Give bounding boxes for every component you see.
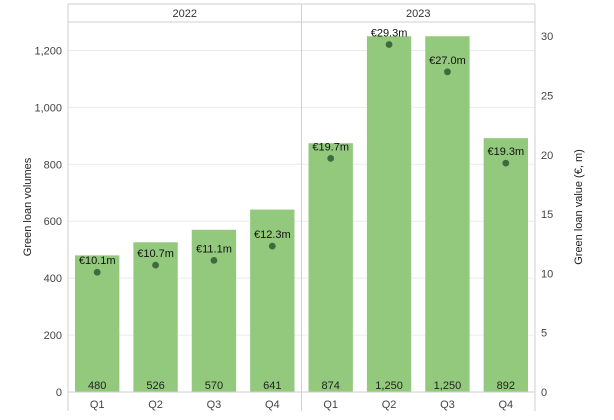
y2-tick-label: 25 bbox=[541, 91, 553, 103]
x-tick-label: Q4 bbox=[498, 399, 513, 411]
bar bbox=[191, 229, 237, 392]
bar-value-label: 874 bbox=[322, 380, 340, 392]
frame bbox=[67, 3, 536, 411]
value-point bbox=[444, 68, 451, 76]
x-tick-label: Q3 bbox=[207, 399, 222, 411]
point-value-label: €29.3m bbox=[371, 28, 408, 40]
year-group-label: 2022 bbox=[173, 8, 197, 20]
point-value-label: €12.3m bbox=[254, 229, 291, 241]
value-point bbox=[152, 261, 159, 269]
y2-tick-label: 5 bbox=[541, 328, 547, 340]
y-axis-title: Green loan volumes bbox=[22, 157, 34, 256]
y2-tick-label: 10 bbox=[541, 268, 553, 280]
point-value-label: €19.3m bbox=[487, 146, 524, 158]
bar bbox=[75, 255, 120, 392]
point-value-label: €11.1m bbox=[196, 243, 232, 255]
bar bbox=[425, 36, 470, 392]
bar-value-label: 570 bbox=[205, 380, 223, 392]
value-point bbox=[502, 159, 510, 167]
bar-value-label: 1,250 bbox=[375, 380, 403, 392]
bar-value-label: 480 bbox=[88, 380, 106, 392]
x-tick-label: Q3 bbox=[440, 399, 455, 411]
value-point bbox=[93, 268, 101, 276]
y2-tick-label: 20 bbox=[541, 150, 553, 162]
y-tick-label: 400 bbox=[44, 273, 62, 285]
y-tick-label: 800 bbox=[44, 159, 62, 171]
value-point bbox=[385, 41, 393, 48]
y-tick-label: 1,000 bbox=[34, 102, 62, 114]
y2-tick-label: 30 bbox=[541, 31, 553, 43]
x-tick-label: Q1 bbox=[323, 399, 338, 411]
y-tick-label: 1,200 bbox=[34, 45, 62, 57]
y2-tick-label: 15 bbox=[541, 209, 553, 221]
bar bbox=[483, 138, 528, 392]
value-point bbox=[327, 154, 335, 162]
x-tick-label: Q2 bbox=[148, 399, 163, 411]
labels: 0 200 400 600 800 1,000 1,200 0 5 10 15 20 25 30 480 Q1… bbox=[34, 8, 553, 411]
value-point bbox=[210, 256, 218, 264]
bar bbox=[308, 143, 353, 392]
y-tick-label: 0 bbox=[56, 387, 62, 399]
y2-axis-title: Green loan value (€, m) bbox=[573, 149, 585, 265]
bar-value-label: 1,250 bbox=[434, 380, 462, 392]
point-value-label: €19.7m bbox=[312, 141, 349, 153]
point-value-label: €27.0m bbox=[429, 55, 466, 67]
bar-value-label: 526 bbox=[146, 380, 164, 392]
x-tick-label: Q1 bbox=[90, 399, 105, 411]
point-value-label: €10.7m bbox=[137, 248, 174, 260]
value-point bbox=[268, 242, 276, 250]
y-tick-label: 200 bbox=[44, 330, 62, 342]
bar bbox=[366, 36, 412, 392]
y-tick-label: 600 bbox=[44, 216, 62, 228]
year-group-label: 2023 bbox=[406, 8, 430, 20]
x-tick-label: Q4 bbox=[265, 399, 280, 411]
bar-value-label: 892 bbox=[497, 380, 515, 392]
y2-tick-label: 0 bbox=[541, 387, 547, 399]
point-value-label: €10.1m bbox=[79, 255, 116, 267]
bar bbox=[250, 209, 295, 392]
x-tick-label: Q2 bbox=[382, 399, 397, 411]
bar-value-label: 641 bbox=[263, 380, 281, 392]
points bbox=[93, 41, 510, 276]
